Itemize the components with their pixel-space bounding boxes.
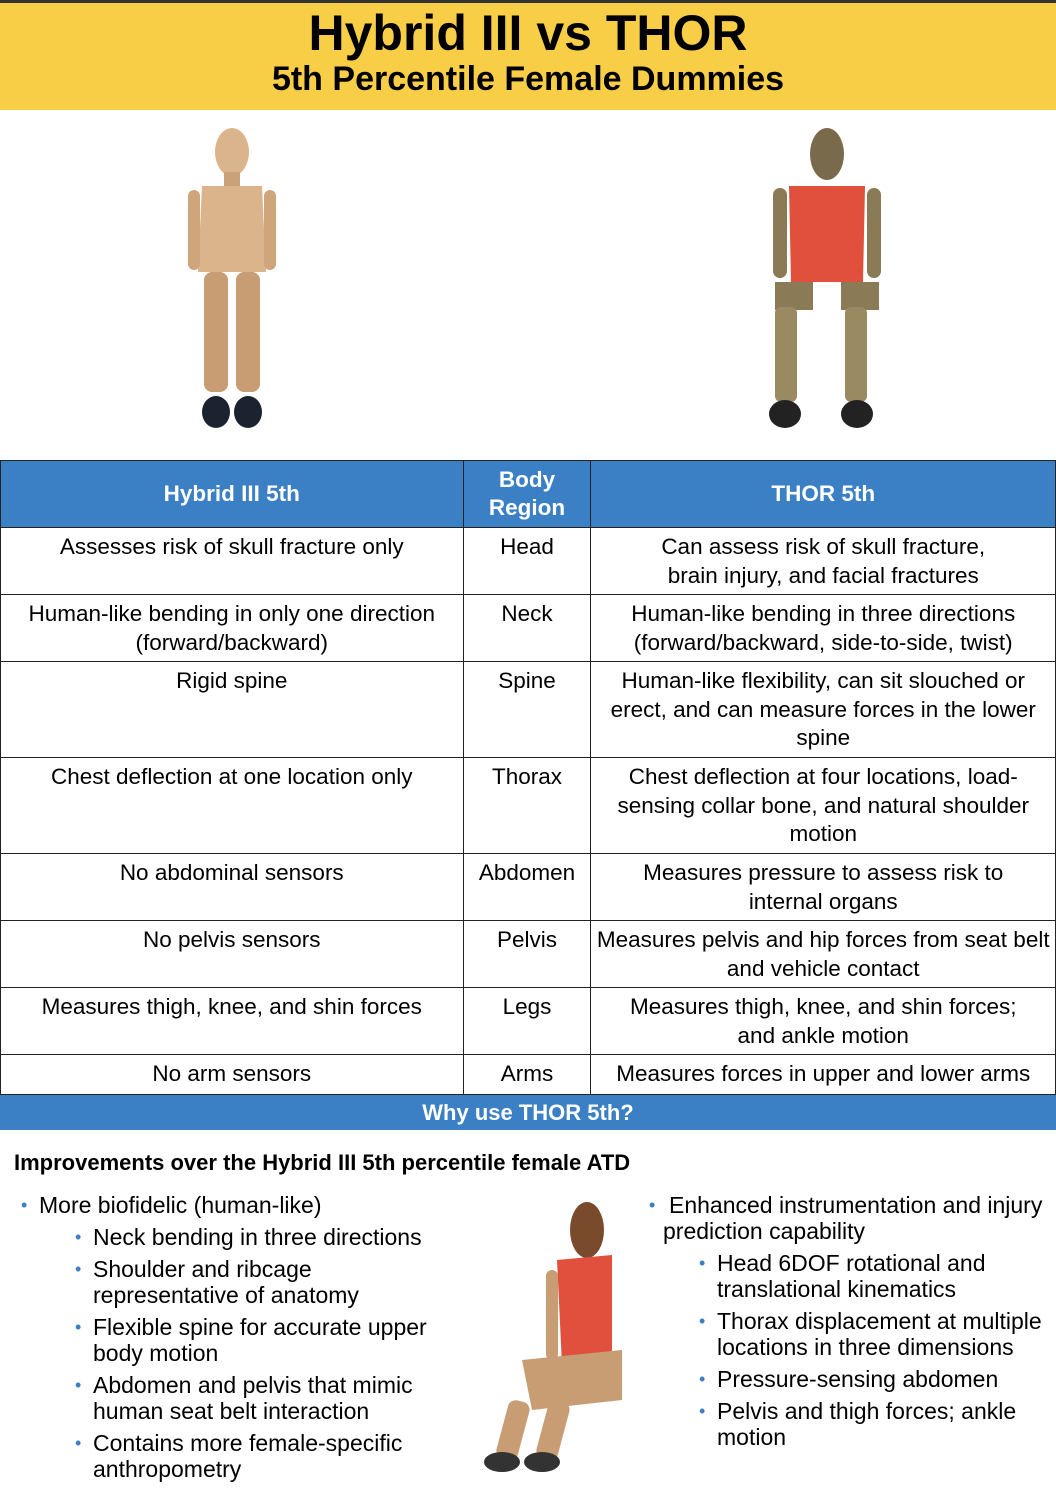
table-row: Assesses risk of skull fracture only Head… <box>0 527 1056 595</box>
hybrid-cell: Measures thigh, knee, and shin forces <box>0 987 464 1055</box>
thor-cell: Measures thigh, knee, and shin forces; a… <box>590 987 1056 1055</box>
list-item: • Shoulder and ribcage representative of … <box>75 1256 359 1308</box>
page-subtitle: 5th Percentile Female Dummies <box>271 60 785 98</box>
region-cell: Arms <box>462 1054 592 1095</box>
bullet-icon: • <box>699 1311 706 1331</box>
thor-cell: Measures pressure to assess risk to inte… <box>590 853 1056 921</box>
table-row: No arm sensors Arms Measures forces in upp… <box>0 1054 1056 1095</box>
region-cell: Pelvis <box>462 920 592 988</box>
hybrid-cell: Assesses risk of skull fracture only <box>0 527 464 595</box>
bullet-icon: • <box>699 1369 706 1389</box>
comparison-table: Hybrid III 5th Body Region THOR 5th Asse… <box>0 460 1056 1095</box>
table-header-row: Hybrid III 5th Body Region THOR 5th <box>0 460 1056 528</box>
thor-cell: Measures forces in upper and lower arms <box>590 1054 1056 1095</box>
bullet-icon: • <box>699 1253 706 1273</box>
table-row: Human-like bending in only one direction… <box>0 594 1056 662</box>
thor-cell: Chest deflection at four locations, load… <box>590 757 1056 854</box>
list-item: • Enhanced instrumentation and injury pre… <box>649 1192 1043 1244</box>
hybrid-cell: No abdominal sensors <box>0 853 464 921</box>
col-header-hybrid: Hybrid III 5th <box>0 460 464 528</box>
table-row: Measures thigh, knee, and shin forces Leg… <box>0 987 1056 1055</box>
right-bullets: • Enhanced instrumentation and injury pre… <box>649 1192 1043 1456</box>
bullet-icon: • <box>75 1433 82 1453</box>
list-item: • Contains more female-specific anthropom… <box>75 1430 403 1482</box>
bullet-icon: • <box>75 1227 82 1247</box>
list-item: • Thorax displacement at multiple locatio… <box>699 1308 1042 1360</box>
table-row: Rigid spine Spine Human-like flexibility, … <box>0 661 1056 758</box>
thor-cell: Human-like bending in three directions (… <box>590 594 1056 662</box>
region-cell: Neck <box>462 594 592 662</box>
thor-cell: Measures pelvis and hip forces from seat… <box>590 920 1056 988</box>
region-cell: Head <box>462 527 592 595</box>
col-header-region: Body Region <box>462 460 592 528</box>
hybrid-cell: No pelvis sensors <box>0 920 464 988</box>
region-cell: Legs <box>462 987 592 1055</box>
list-item: • Pelvis and thigh forces; ankle motion <box>699 1398 1017 1450</box>
table-row: No abdominal sensors Abdomen Measures pres… <box>0 853 1056 921</box>
hybrid-iii-dummy-image <box>188 128 276 428</box>
left-bullets: • More biofidelic (human-like) • Neck bend… <box>21 1192 459 1488</box>
why-thor-banner: Why use THOR 5th? <box>0 1095 1056 1130</box>
improvements-heading: Improvements over the Hybrid III 5th per… <box>14 1150 631 1175</box>
table-row: No pelvis sensors Pelvis Measures pelvis a… <box>0 920 1056 988</box>
bullet-icon: • <box>699 1401 706 1421</box>
list-item: • Abdomen and pelvis that mimic human sea… <box>75 1372 413 1424</box>
bullet-icon: • <box>75 1317 82 1337</box>
hybrid-cell: No arm sensors <box>0 1054 464 1095</box>
hybrid-cell: Chest deflection at one location only <box>0 757 464 854</box>
thor-cell: Can assess risk of skull fracture, brain… <box>590 527 1056 595</box>
bullet-icon: • <box>21 1195 28 1215</box>
title-banner: Hybrid III vs THOR 5th Percentile Female… <box>0 0 1056 110</box>
list-item: • Neck bending in three directions <box>75 1224 422 1250</box>
bullet-icon: • <box>75 1259 82 1279</box>
thor-seated-dummy-image <box>484 1202 622 1472</box>
thor-dummy-image <box>769 128 881 428</box>
region-cell: Abdomen <box>462 853 592 921</box>
list-item: • Head 6DOF rotational and translational … <box>699 1250 986 1302</box>
list-item: • Flexible spine for accurate upper body … <box>75 1314 427 1366</box>
list-item: • More biofidelic (human-like) <box>21 1192 322 1218</box>
hybrid-cell: Rigid spine <box>0 661 464 758</box>
hybrid-cell: Human-like bending in only one direction… <box>0 594 464 662</box>
region-cell: Thorax <box>462 757 592 854</box>
col-header-thor: THOR 5th <box>590 460 1056 528</box>
page-title: Hybrid III vs THOR <box>308 5 748 61</box>
list-item: • Pressure-sensing abdomen <box>699 1366 999 1392</box>
bullet-icon: • <box>75 1375 82 1395</box>
region-cell: Spine <box>462 661 592 758</box>
thor-cell: Human-like flexibility, can sit slouched… <box>590 661 1056 758</box>
table-row: Chest deflection at one location only Tho… <box>0 757 1056 854</box>
bullet-icon: • <box>649 1195 656 1215</box>
